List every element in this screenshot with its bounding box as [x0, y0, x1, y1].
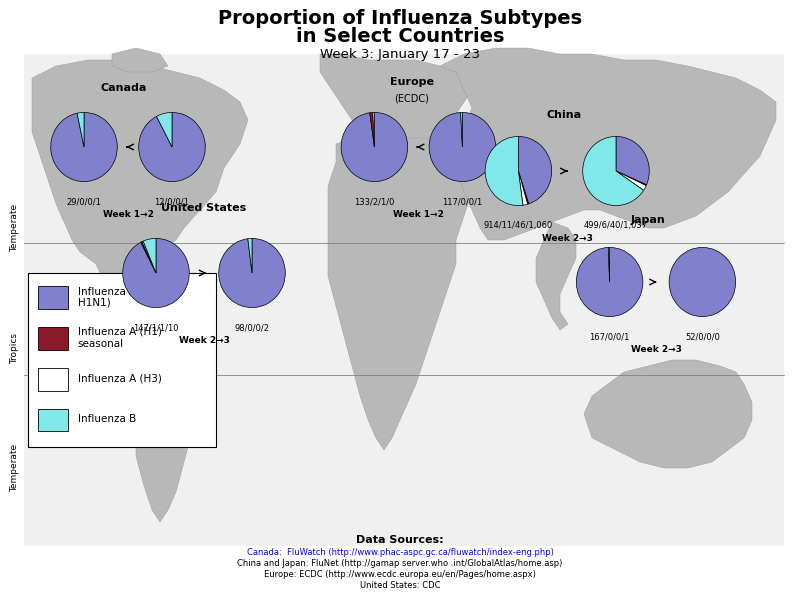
Polygon shape	[328, 138, 472, 450]
Text: Tropics: Tropics	[10, 332, 19, 364]
Polygon shape	[112, 48, 168, 72]
Wedge shape	[616, 171, 646, 185]
Text: Week 2→3: Week 2→3	[630, 345, 682, 354]
Wedge shape	[582, 136, 643, 206]
Wedge shape	[616, 136, 650, 185]
Wedge shape	[138, 112, 206, 182]
Bar	[24, 54, 784, 546]
Text: 914/11/46/1,060: 914/11/46/1,060	[484, 221, 553, 230]
Text: 12/0/0/1: 12/0/0/1	[154, 197, 190, 206]
Wedge shape	[373, 112, 374, 147]
Wedge shape	[518, 171, 527, 205]
Wedge shape	[218, 238, 286, 308]
Bar	[38, 368, 68, 391]
Text: Japan: Japan	[630, 215, 666, 225]
Text: 117/0/0/1: 117/0/0/1	[442, 197, 482, 206]
Wedge shape	[77, 112, 84, 147]
Wedge shape	[518, 171, 529, 204]
Text: China and Japan: FluNet (http://gamap server.who .int/GlobalAtlas/home.asp): China and Japan: FluNet (http://gamap se…	[238, 559, 562, 568]
Text: Influenza A (2009-
H1N1): Influenza A (2009- H1N1)	[78, 286, 173, 308]
Text: Canada:  FluWatch (http://www.phac-aspc.gc.ca/fluwatch/index-eng.php): Canada: FluWatch (http://www.phac-aspc.g…	[246, 548, 554, 557]
Text: 167/0/0/1: 167/0/0/1	[590, 332, 630, 341]
Polygon shape	[536, 222, 576, 330]
Text: Proportion of Influenza Subtypes: Proportion of Influenza Subtypes	[218, 9, 582, 28]
Bar	[38, 409, 68, 431]
Polygon shape	[584, 360, 752, 468]
Wedge shape	[141, 242, 156, 273]
Text: United States: CDC: United States: CDC	[360, 581, 440, 590]
Text: China: China	[546, 110, 582, 120]
Wedge shape	[518, 136, 552, 204]
Wedge shape	[143, 238, 156, 273]
Text: Temperate: Temperate	[10, 444, 19, 492]
Text: 29/0/0/1: 29/0/0/1	[66, 197, 102, 206]
Text: United States: United States	[162, 203, 246, 213]
Wedge shape	[616, 171, 646, 190]
Wedge shape	[157, 112, 172, 147]
Polygon shape	[320, 54, 472, 162]
Wedge shape	[50, 112, 118, 182]
Wedge shape	[122, 238, 190, 308]
Text: 133/2/1/0: 133/2/1/0	[354, 197, 394, 206]
Bar	[28, 273, 216, 447]
Text: 52/0/0/0: 52/0/0/0	[685, 332, 720, 341]
Wedge shape	[341, 112, 408, 182]
Text: 98/0/0/2: 98/0/0/2	[234, 323, 270, 332]
Wedge shape	[370, 112, 374, 147]
Wedge shape	[142, 241, 156, 273]
Polygon shape	[440, 48, 776, 240]
Text: Canada: Canada	[101, 83, 147, 93]
Text: Week 1→2: Week 1→2	[393, 210, 444, 219]
Wedge shape	[461, 112, 462, 147]
Text: in Select Countries: in Select Countries	[296, 27, 504, 46]
Text: Influenza A (H1)
seasonal: Influenza A (H1) seasonal	[78, 327, 162, 349]
Wedge shape	[576, 247, 643, 317]
Text: Week 1→2: Week 1→2	[102, 210, 154, 219]
Text: Influenza A (H3): Influenza A (H3)	[78, 374, 162, 383]
Polygon shape	[32, 60, 248, 294]
Text: Europe: ECDC (http://www.ecdc.europa.eu/en/Pages/home.aspx): Europe: ECDC (http://www.ecdc.europa.eu/…	[264, 570, 536, 579]
Text: Data Sources:: Data Sources:	[356, 535, 444, 545]
Text: Week 3: January 17 - 23: Week 3: January 17 - 23	[320, 48, 480, 61]
Bar	[38, 286, 68, 309]
Text: 147/1/1/10: 147/1/1/10	[134, 323, 178, 332]
Wedge shape	[669, 247, 736, 317]
Bar	[38, 327, 68, 350]
Text: 499/6/40/1,037: 499/6/40/1,037	[584, 221, 648, 230]
Text: Europe: Europe	[390, 77, 434, 87]
Text: Influenza B: Influenza B	[78, 415, 136, 424]
Polygon shape	[120, 282, 216, 522]
Wedge shape	[608, 247, 610, 282]
Text: Temperate: Temperate	[10, 204, 19, 252]
Text: Week 2→3: Week 2→3	[542, 234, 593, 243]
Text: (ECDC): (ECDC)	[394, 94, 430, 104]
Text: Week 2→3: Week 2→3	[178, 336, 230, 345]
Wedge shape	[248, 238, 252, 273]
Wedge shape	[485, 136, 523, 206]
Wedge shape	[429, 112, 496, 182]
